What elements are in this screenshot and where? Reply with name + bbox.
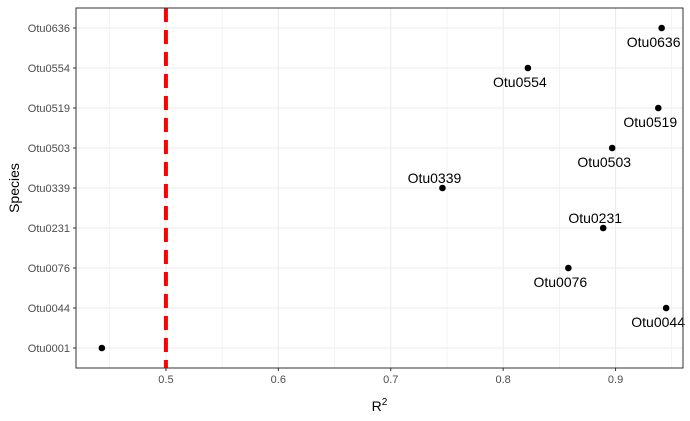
y-tick-label: Otu0554: [28, 63, 70, 75]
point-label: Otu0044: [631, 314, 685, 330]
data-point: [524, 64, 532, 72]
point-label: Otu0554: [493, 74, 547, 90]
grid-major: [76, 8, 683, 368]
y-tick-label: Otu0636: [28, 23, 70, 35]
x-axis-title-base: R: [372, 398, 382, 414]
x-tick-label: 0.5: [158, 374, 173, 386]
x-tick-label: 0.8: [495, 374, 510, 386]
y-tick-label: Otu0001: [28, 343, 70, 355]
point-label: Otu0231: [568, 210, 622, 226]
y-tick-label: Otu0519: [28, 103, 70, 115]
x-tick-label: 0.9: [608, 374, 623, 386]
data-point: [599, 224, 607, 232]
point-label: Otu0636: [627, 34, 681, 50]
y-axis-title: Species: [6, 163, 22, 213]
y-tick-label: Otu0503: [28, 143, 70, 155]
y-tick-label: Otu0076: [28, 263, 70, 275]
x-tick-label: 0.7: [383, 374, 398, 386]
data-point: [608, 144, 616, 152]
data-point: [439, 184, 446, 192]
data-point: [98, 344, 106, 352]
y-axis-ticks: Otu0001 Otu0044 Otu0076 Otu0231 Otu0339 Otu05…: [28, 23, 76, 355]
x-axis-ticks: 0.5 0.6 0.7 0.8 0.9: [158, 368, 623, 386]
data-point: [654, 104, 662, 112]
point-label: Otu0076: [533, 274, 587, 290]
y-tick-label: Otu0339: [28, 183, 70, 195]
data-point: [565, 264, 572, 272]
point-labels: Otu0044 Otu0076 Otu0231 Otu0339 Otu0503 Otu05…: [408, 34, 686, 330]
data-point: [662, 304, 670, 312]
data-point: [658, 24, 665, 32]
point-label: Otu0519: [623, 114, 677, 130]
x-tick-label: 0.6: [271, 374, 286, 386]
x-axis-title: R2: [372, 397, 388, 414]
point-label: Otu0503: [577, 154, 631, 170]
y-tick-label: Otu0231: [28, 223, 70, 235]
x-axis-title-superscript: 2: [382, 397, 388, 408]
data-points: [98, 24, 670, 352]
y-tick-label: Otu0044: [28, 303, 70, 315]
point-label: Otu0339: [408, 170, 462, 186]
